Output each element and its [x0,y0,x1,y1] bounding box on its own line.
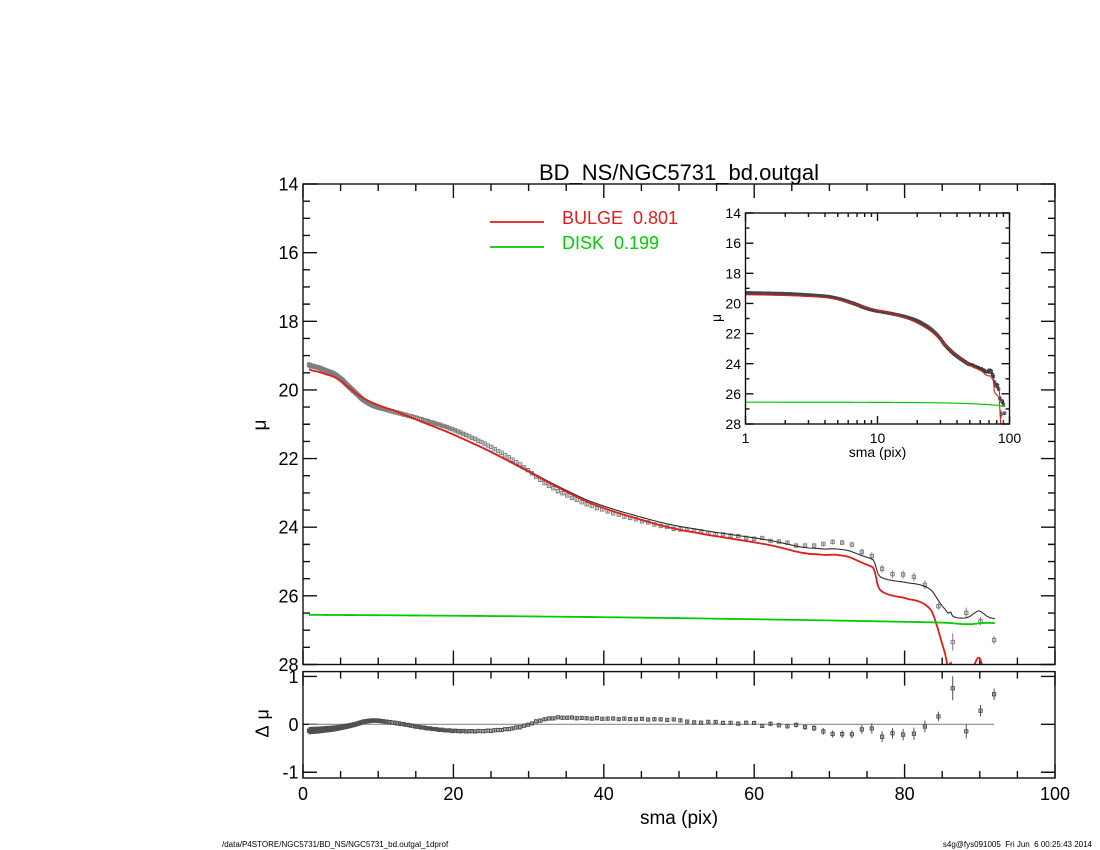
inset-frame [744,212,1011,425]
inset-y-axis-label: μ [708,313,724,323]
legend-disk-label: DISK 0.199 [562,233,660,253]
inset-x-tick-label: 10 [870,430,886,446]
inset-panel: 14 16 18 20 22 24 26 281 10 100 [725,205,1021,446]
inset-y-tick-label: 14 [725,205,741,221]
residual-x-tick-label: 80 [895,784,915,804]
residual-data-markers [306,686,997,739]
residual-frame [302,670,1056,779]
residual-x-tick-label: 40 [594,784,614,804]
inset-y-tick-label: 18 [725,265,741,281]
inset-x-tick-label: 1 [742,430,750,446]
legend-bulge-label: BULGE 0.801 [562,208,679,228]
main-frame [302,183,1056,666]
main-y-tick-label: 16 [278,243,298,263]
x-axis-label: sma (pix) [639,808,719,829]
inset-tick-marks [744,212,1011,425]
residual-y-tick-label: -1 [282,763,298,783]
residual-y-axis-label: Δ μ [252,708,273,738]
main-disk-line [309,613,995,626]
inset-y-tick-label: 22 [725,326,741,342]
inset-y-tick-label: 28 [725,416,741,432]
inset-tick-labels: 14 16 18 20 22 24 26 281 10 100 [725,205,1021,446]
residual-x-tick-label: 60 [744,784,764,804]
residual-x-tick-label: 100 [1040,784,1070,804]
residual-y-tick-label: 0 [288,715,298,735]
main-y-tick-label: 18 [278,312,298,332]
chart-title: BD_NS/NGC5731_bd.outgal [538,160,820,185]
main-total-model-line [308,368,995,620]
main-y-axis-label: μ [250,419,271,431]
main-tick-labels: 14 16 18 20 22 24 26 28 [278,174,298,675]
main-bulge-line [308,368,983,665]
inset-y-tick-label: 26 [725,386,741,402]
inset-bulge-line [745,294,1005,424]
residual-x-tick-label: 0 [298,784,308,804]
inset-series [745,291,1007,424]
main-y-tick-label: 14 [278,174,298,194]
inset-y-tick-label: 16 [725,235,741,251]
main-panel: 14 16 18 20 22 24 26 28 [278,174,1056,675]
main-series [306,362,997,665]
inset-data-markers [745,291,1007,416]
main-y-tick-label: 26 [278,586,298,606]
inset-x-tick-label: 100 [998,430,1022,446]
footer-user-timestamp: s4g@fys091005 Fri Jun 6 00:25:43 2014 [942,840,1092,849]
main-data-error-bars [308,362,995,651]
inset-disk-line [745,401,1005,407]
residual-y-tick-label: 1 [288,667,298,687]
main-y-tick-label: 20 [278,380,298,400]
main-data-markers [306,362,997,645]
inset-x-axis-label: sma (pix) [848,444,907,460]
inset-y-tick-label: 24 [725,356,741,372]
inset-y-tick-label: 20 [725,295,741,311]
residual-x-tick-label: 20 [443,784,463,804]
inset-ticks [744,212,1011,425]
main-y-tick-label: 22 [278,449,298,469]
legend-lines [490,221,544,248]
main-y-tick-label: 24 [278,518,298,538]
main-y-tick-label: 28 [278,655,298,675]
residual-series [306,676,997,743]
footer-file-path: /data/P4STORE/NGC5731/BD_NS/NGC5731_bd.o… [222,840,449,849]
